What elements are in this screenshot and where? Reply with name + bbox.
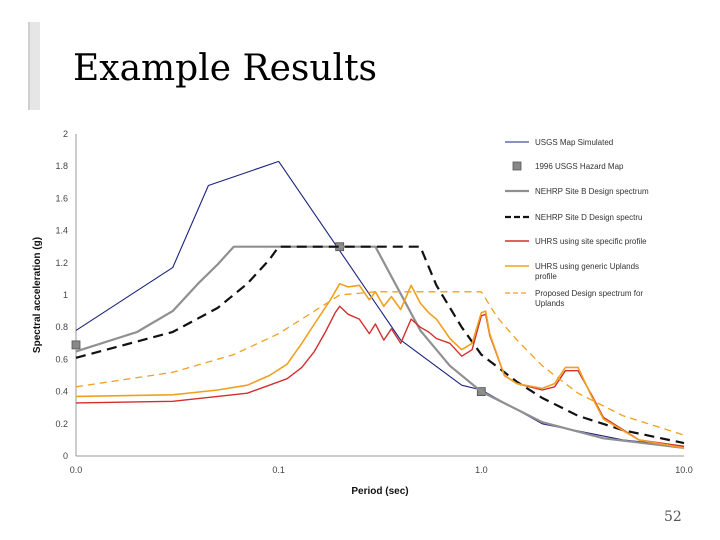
chart-axes: 0 0.2 0.4 0.6 0.8 1 1.2 1.4 1.6 1.8 2 0.0 0.1 1.0 10.0 [55, 129, 692, 475]
series-proposed-design-spectrum-for-uplands [75, 291, 685, 436]
title-accent-bar [28, 22, 40, 110]
x-tick-label: 0.1 [272, 465, 285, 475]
x-tick-label: 10.0 [675, 465, 693, 475]
legend-label-usgs-map-simulated: USGS Map Simulated [535, 138, 613, 147]
page-number: 52 [664, 509, 682, 525]
y-tick-label: 1.8 [55, 161, 68, 171]
series-uhrs-using-site-specific-profile [75, 305, 685, 447]
chart-series [71, 160, 685, 449]
y-tick-label: 0.6 [55, 354, 68, 364]
y-axis-title: Spectral acceleration (g) [32, 237, 43, 353]
x-axis-title: Period (sec) [351, 486, 408, 497]
legend-label-proposed-design-spectrum-for-uplands: Proposed Design spectrum for Uplands [535, 289, 643, 308]
series-usgs-map-simulated [75, 160, 685, 447]
legend-label-uhrs-using-generic-uplands-profile: UHRS using generic Uplands profile [535, 262, 639, 281]
legend-label-uhrs-using-site-specific-profile: UHRS using site specific profile [535, 237, 647, 246]
y-tick-label: 0.8 [55, 322, 68, 332]
y-tick-label: 1.4 [55, 226, 68, 236]
legend-swatch-1996-usgs-hazard-map [512, 161, 522, 171]
x-tick-label: 1.0 [475, 465, 488, 475]
x-tick-label: 0.0 [70, 465, 83, 475]
y-tick-label: 0 [63, 451, 68, 461]
marker-1996-usgs-hazard-map [71, 340, 81, 350]
y-tick-label: 1.2 [55, 258, 68, 268]
legend-label-nehrp-site-b-design-spectrum: NEHRP Site B Design spectrum [535, 187, 649, 196]
y-tick-label: 2 [63, 129, 68, 139]
y-tick-label: 1.6 [55, 193, 68, 203]
series-uhrs-using-generic-uplands-profile [75, 282, 685, 449]
chart-legend: USGS Map Simulated 1996 USGS Hazard Map NE… [505, 138, 649, 308]
series-nehrp-site-b-design-spectrum [75, 245, 685, 449]
legend-label-nehrp-site-d-design-spectru: NEHRP Site D Design spectru [535, 213, 642, 222]
y-tick-label: 1 [63, 290, 68, 300]
series-nehrp-site-d-design-spectru [75, 245, 685, 445]
y-tick-label: 0.4 [55, 387, 68, 397]
slide-title: Example Results [73, 48, 378, 89]
legend-label-1996-usgs-hazard-map: 1996 USGS Hazard Map [535, 162, 624, 171]
y-tick-label: 0.2 [55, 419, 68, 429]
